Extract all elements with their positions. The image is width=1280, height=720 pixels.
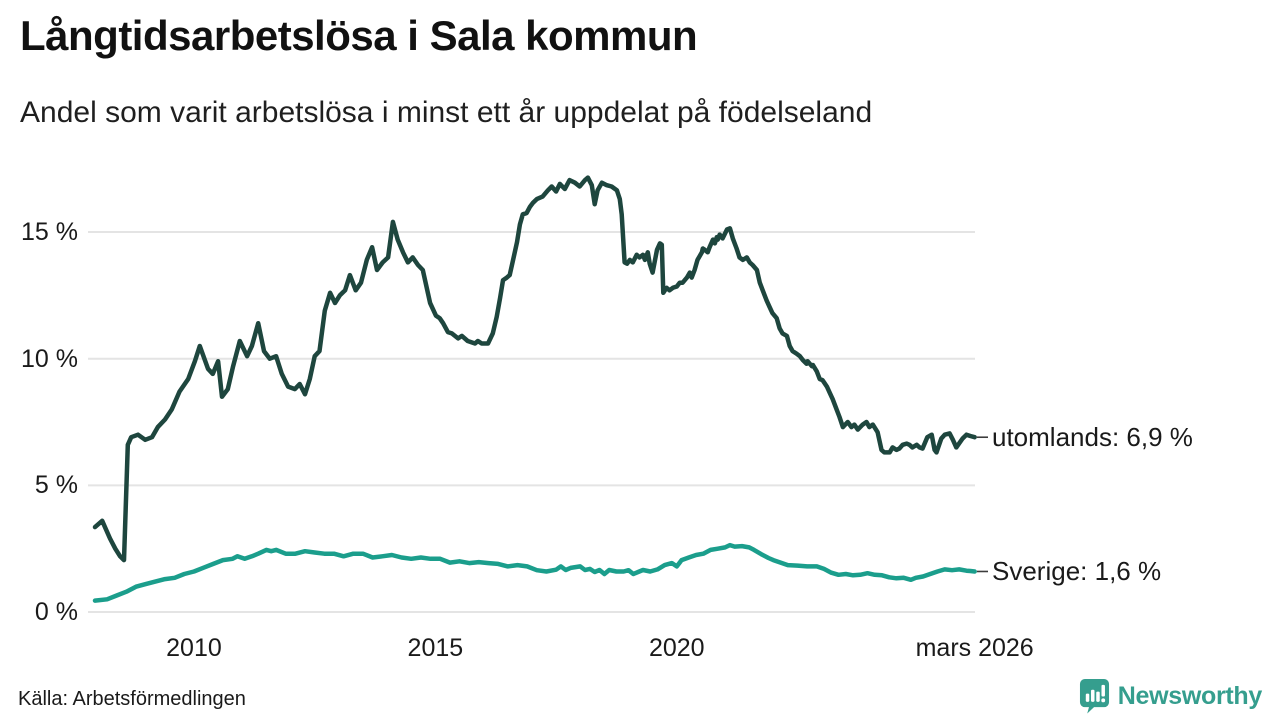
y-axis-tick-15: 15 %: [21, 218, 78, 247]
page-subtitle: Andel som varit arbetslösa i minst ett å…: [20, 96, 873, 129]
x-axis-tick-mars-2026: mars 2026: [915, 634, 1034, 662]
x-axis-tick-2020: 2020: [648, 634, 705, 662]
series-end-label-utomlands: utomlands: 6,9 %: [992, 422, 1193, 453]
series-line-utomlands: [92, 175, 977, 563]
page-title: Långtidsarbetslösa i Sala kommun: [20, 12, 698, 59]
series-line-Sverige: [92, 542, 977, 603]
y-axis-tick-5: 5 %: [34, 471, 78, 500]
bar-chart-speech-bubble-icon: [1079, 678, 1110, 714]
newsworthy-brand: Newsworthy: [1079, 678, 1262, 714]
series-end-label-Sverige: Sverige: 1,6 %: [992, 556, 1162, 587]
y-axis-tick-0: 0 %: [34, 598, 78, 626]
brand-name: Newsworthy: [1117, 681, 1263, 710]
source-note: Källa: Arbetsförmedlingen: [18, 688, 246, 710]
x-axis-tick-2010: 2010: [166, 634, 222, 662]
x-axis-tick-2015: 2015: [407, 634, 464, 662]
y-axis-tick-10: 10 %: [21, 344, 78, 373]
